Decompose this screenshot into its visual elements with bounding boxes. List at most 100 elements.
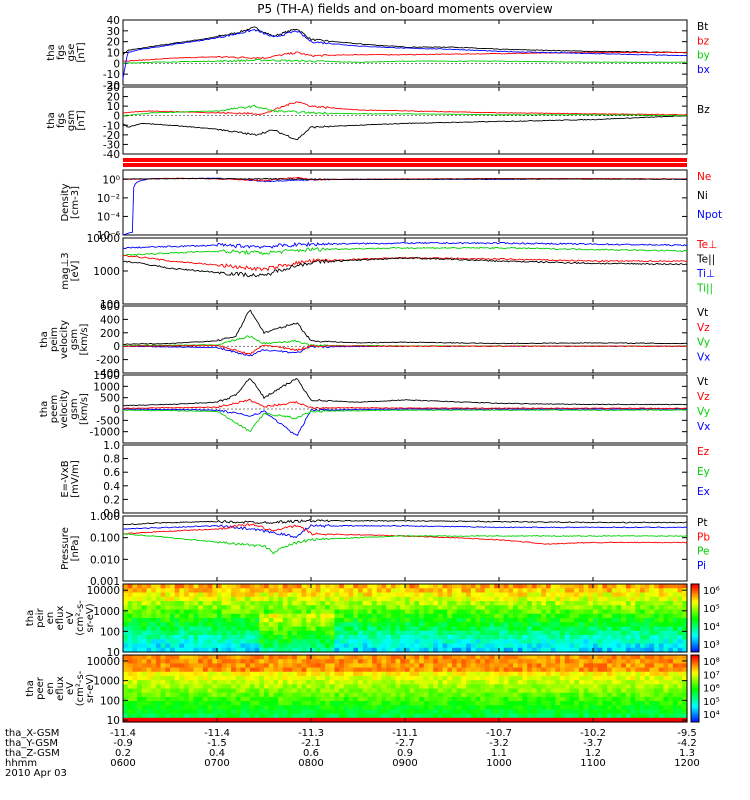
y-tick-label: 10000	[87, 585, 120, 597]
y-tick-label: 20	[107, 37, 120, 49]
x-tick-label: -11.1	[392, 728, 418, 739]
y-tick-label: 10000	[87, 233, 120, 245]
series-pe	[122, 533, 688, 555]
y-tick-label: 1000	[93, 606, 120, 618]
legend-vz: Vz	[697, 322, 710, 334]
y-tick-label: 100	[100, 695, 120, 707]
x-tick-label: 0.9	[397, 748, 413, 759]
y-axis-label-line: gsm	[69, 398, 80, 419]
legend-pt: Pt	[697, 517, 707, 529]
x-tick-label: -11.3	[298, 728, 324, 739]
y-axis-label-line: [nT]	[76, 110, 87, 130]
colorbar-tick-label: 10⁵	[703, 604, 720, 615]
series-vt	[122, 377, 688, 407]
y-axis-label: tha peer en eflux eV (cm²-s-sr-eV)	[25, 670, 96, 706]
y-axis-label-line: [mV/m]	[70, 460, 81, 498]
y-axis-label-line: [nT]	[76, 42, 87, 62]
x-tick-label: 0900	[392, 758, 417, 769]
y-tick-label: 10000	[87, 656, 120, 668]
x-tick-label: 0600	[110, 758, 135, 769]
y-tick-label: -20	[103, 130, 120, 142]
y-tick-label: 200	[100, 328, 120, 340]
series-bz	[122, 115, 688, 141]
colorbar-tick-label: 10⁶	[703, 586, 720, 597]
series-bx	[122, 28, 688, 79]
series-bt	[122, 26, 688, 56]
y-axis-label-line: mag⊥3	[60, 252, 71, 289]
x-tick-label: 1.3	[679, 748, 695, 759]
y-tick-label: 1000	[93, 676, 120, 688]
y-tick-label: 1.000	[90, 511, 120, 523]
y-axis-label-line: eflux	[55, 606, 66, 631]
y-tick-label: 0.010	[90, 554, 120, 566]
y-axis-label-line: eV	[65, 611, 76, 624]
x-tick-label: 1100	[580, 758, 605, 769]
y-tick-label: 1500	[93, 370, 120, 382]
x-tick-label: -4.2	[677, 738, 697, 749]
y-tick-label: 30	[107, 26, 120, 38]
y-axis-label-line: peim	[49, 327, 60, 352]
legend-pb: Pb	[697, 531, 710, 543]
y-tick-label: 30	[107, 82, 120, 94]
y-tick-label: 10	[107, 647, 120, 659]
y-axis-label-line: [km/s]	[79, 323, 90, 355]
series-pt	[122, 518, 687, 526]
y-axis-label-line: gsm	[69, 329, 80, 350]
panel-frame	[122, 169, 688, 236]
y-tick-label: 0.001	[90, 576, 120, 588]
colorbar-tick-label: 10⁶	[703, 684, 720, 695]
y-axis-label-line: Density	[60, 183, 71, 221]
series-ti⊥	[122, 241, 688, 249]
y-tick-label: 0.2	[103, 494, 120, 506]
series-ni	[122, 177, 688, 181]
x-tick-label: 1.1	[491, 748, 507, 759]
y-axis-label: Pressure [nPa]	[60, 527, 81, 570]
series-vx	[122, 408, 688, 437]
x-tick-label: -11.4	[110, 728, 136, 739]
series-vz	[122, 344, 687, 356]
y-axis-label-line: eflux	[55, 676, 66, 701]
legend-pi: Pi	[697, 560, 706, 572]
colorbar: 10⁶ 10⁵ 10⁴ 10³	[690, 583, 720, 653]
x-tick-label: -10.7	[486, 728, 512, 739]
x-tick-label: 0.6	[303, 748, 319, 759]
series-vt	[122, 309, 688, 345]
legend-ni: Ni	[697, 190, 708, 202]
y-axis-label-line: peir	[35, 607, 46, 627]
panel-frame	[122, 444, 688, 514]
x-tick-label: -3.2	[489, 738, 509, 749]
state-bar-bottom	[123, 163, 687, 167]
y-tick-label: 10	[107, 101, 120, 113]
y-tick-label: 1000	[93, 381, 120, 393]
y-axis-label: tha fgs gse [nT]	[46, 42, 87, 62]
legend-vx: Vx	[697, 421, 710, 433]
y-tick-label: 0.6	[103, 467, 120, 479]
legend-bx: bx	[697, 64, 710, 76]
y-tick-label: 10⁻⁶	[97, 230, 120, 242]
colorbar-tick-label: 10⁷	[703, 670, 720, 681]
y-axis-label: tha peim velocity gsm [km/s]	[39, 320, 90, 359]
panel-efield: 1.0 0.80.6 0.40.2 0.0 E=-VxB [mV/m] Ez Ey Ex	[60, 440, 710, 520]
y-tick-label: 1000	[93, 266, 120, 278]
series-pi	[122, 524, 688, 539]
colorbar-tick-label: 10⁴	[703, 622, 720, 633]
x-tick-label: -1.5	[207, 738, 227, 749]
x-axis-row-label: tha_Z-GSM	[5, 748, 60, 759]
y-axis-label: tha peir en eflux eV (cm²-s-sr-eV)	[25, 600, 96, 636]
y-tick-label: -200	[96, 355, 120, 367]
series-te||	[122, 256, 688, 278]
x-tick-label: -9.5	[677, 728, 697, 739]
legend-ne: Ne	[697, 171, 711, 183]
y-tick-label: 10	[107, 48, 120, 60]
x-tick-label: -0.9	[113, 738, 133, 749]
legend-bz: bz	[697, 35, 710, 47]
colorbar-tick-label: 10⁵	[703, 697, 720, 708]
colorbar: 10⁸ 10⁷ 10⁶ 10⁵ 10⁴	[690, 654, 720, 723]
legend-vt: Vt	[697, 376, 708, 388]
y-axis-label-line: tha	[25, 610, 36, 626]
x-tick-label: 0800	[298, 758, 323, 769]
y-axis-label-line: velocity	[59, 320, 70, 359]
